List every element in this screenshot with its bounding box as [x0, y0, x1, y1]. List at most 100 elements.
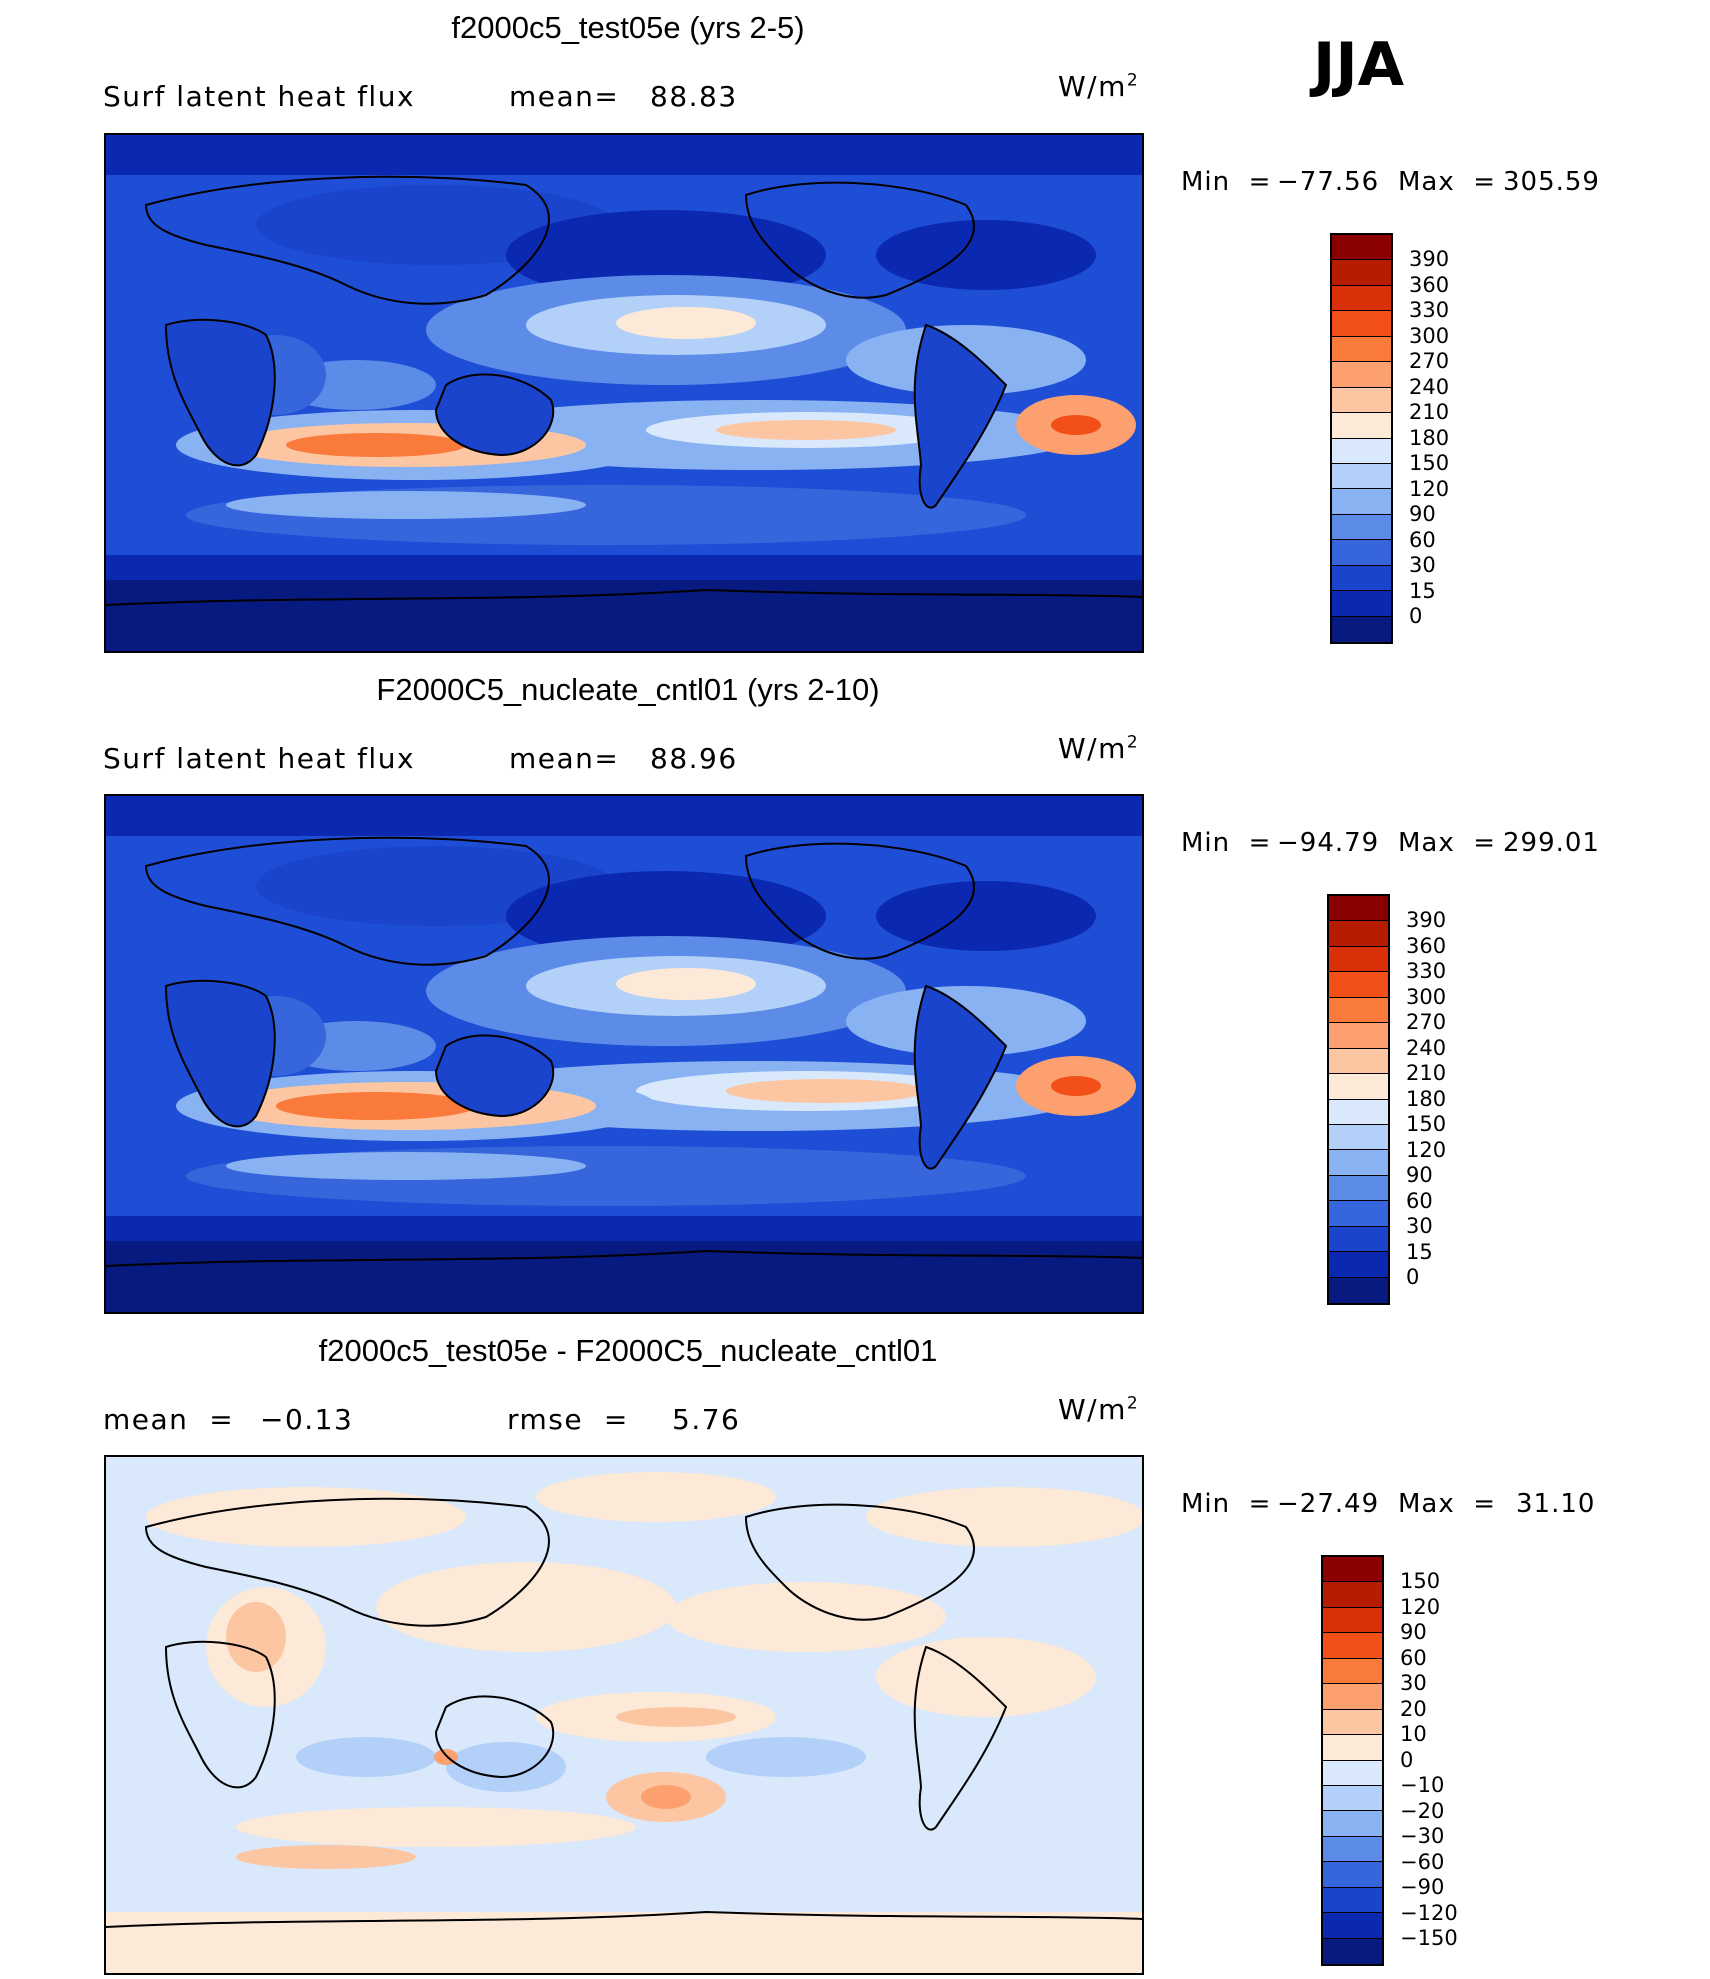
- colorbar-box: [1323, 1785, 1382, 1812]
- colorbar-label: 390: [1406, 908, 1447, 932]
- panel-1-mean-value: 88.83: [650, 80, 738, 113]
- colorbar-box: [1332, 413, 1391, 439]
- colorbar-label: −90: [1400, 1875, 1445, 1899]
- colorbar-box: [1332, 565, 1391, 592]
- colorbar-label: 60: [1409, 527, 1436, 552]
- panel-2-min-label: Min =: [1181, 828, 1272, 858]
- colorbar-box: [1332, 438, 1391, 464]
- colorbar-label: 30: [1406, 1214, 1433, 1238]
- panel-1-map-field: [106, 135, 1142, 651]
- colorbar-label: 300: [1406, 984, 1447, 1009]
- colorbar-box: [1329, 997, 1388, 1024]
- colorbar-label: −10: [1400, 1773, 1445, 1797]
- colorbar-box: [1332, 311, 1391, 337]
- colorbar-label: 270: [1409, 349, 1450, 373]
- panel-3-title: f2000c5_test05e - F2000C5_nucleate_cntl0…: [318, 1333, 938, 1368]
- colorbar-box: [1323, 1862, 1382, 1888]
- panel-3-rmse-label: rmse =: [507, 1403, 629, 1436]
- colorbar-label: 0: [1409, 604, 1423, 628]
- panel-3-map: [104, 1455, 1144, 1975]
- panel-3-mean-label: mean =: [103, 1403, 235, 1436]
- colorbar-label: −30: [1400, 1824, 1445, 1848]
- colorbar-label: 360: [1409, 272, 1450, 297]
- panel-1-colorbar-labels: 390 360 330 300 270 240 210 180 150 120 90 60 30 15 0: [1409, 247, 1449, 630]
- colorbar-label: 210: [1409, 400, 1450, 424]
- colorbar-box: [1329, 921, 1388, 947]
- colorbar-box: [1329, 972, 1388, 998]
- colorbar-box: [1329, 1175, 1388, 1202]
- colorbar-label: 30: [1400, 1671, 1427, 1695]
- panel-1-min-value: −77.56: [1277, 167, 1380, 197]
- panel-2-mean-label: mean=: [509, 742, 620, 775]
- colorbar-box: [1332, 540, 1391, 566]
- panel-1-variable-label: Surf latent heat flux: [103, 80, 416, 113]
- season-label: JJA: [1313, 30, 1405, 100]
- colorbar-label: 120: [1406, 1137, 1447, 1162]
- panel-3-colorbar: [1321, 1555, 1384, 1966]
- panel-2-colorbar: [1327, 894, 1390, 1305]
- colorbar-box: [1323, 1557, 1382, 1583]
- colorbar-box: [1332, 285, 1391, 312]
- panel-3-colorbar-labels: 150 120 90 60 30 20 10 0 −10 −20 −30 −60 −90 −120 −150: [1400, 1569, 1458, 1952]
- colorbar-label: 10: [1400, 1722, 1427, 1746]
- colorbar-box: [1323, 1582, 1382, 1608]
- colorbar-label: 390: [1409, 247, 1450, 271]
- colorbar-label: 120: [1400, 1594, 1441, 1619]
- panel-2-min-value: −94.79: [1277, 828, 1380, 858]
- colorbar-box: [1332, 489, 1391, 515]
- panel-1-min-label: Min =: [1181, 167, 1272, 197]
- panel-1-title: f2000c5_test05e (yrs 2-5): [451, 10, 805, 45]
- colorbar-label: 210: [1406, 1061, 1447, 1085]
- colorbar-box: [1329, 1226, 1388, 1253]
- panel-2-max-value: 299.01: [1503, 828, 1600, 858]
- colorbar-box: [1332, 260, 1391, 286]
- colorbar-label: 20: [1400, 1696, 1427, 1721]
- panel-2-mean-value: 88.96: [650, 742, 738, 775]
- panel-3-rmse-value: 5.76: [672, 1403, 741, 1436]
- colorbar-box: [1332, 514, 1391, 541]
- colorbar-box: [1329, 1074, 1388, 1100]
- panel-3-mean-value: −0.13: [260, 1403, 354, 1436]
- colorbar-label: 360: [1406, 933, 1447, 958]
- colorbar-box: [1329, 896, 1388, 922]
- colorbar-box: [1332, 336, 1391, 363]
- panel-3-max-value: 31.10: [1516, 1489, 1596, 1519]
- panel-2-title: F2000C5_nucleate_cntl01 (yrs 2-10): [376, 672, 880, 707]
- panel-3-min-value: −27.49: [1277, 1489, 1380, 1519]
- colorbar-box: [1329, 1099, 1388, 1125]
- panel-2-units: W/m2: [1058, 732, 1140, 765]
- colorbar-label: 30: [1409, 553, 1436, 577]
- colorbar-box: [1332, 616, 1391, 642]
- colorbar-label: −120: [1400, 1900, 1458, 1925]
- colorbar-box: [1323, 1811, 1382, 1837]
- panel-2-map-field: [106, 796, 1142, 1312]
- panel-3-units: W/m2: [1058, 1393, 1140, 1426]
- colorbar-box: [1332, 235, 1391, 261]
- colorbar-box: [1323, 1735, 1382, 1761]
- colorbar-label: 90: [1400, 1620, 1427, 1644]
- colorbar-label: −20: [1400, 1798, 1445, 1823]
- colorbar-box: [1323, 1836, 1382, 1863]
- colorbar-box: [1323, 1684, 1382, 1710]
- colorbar-label: 150: [1409, 451, 1450, 475]
- panel-3-min-label: Min =: [1181, 1489, 1272, 1519]
- colorbar-box: [1329, 1023, 1388, 1049]
- panel-3-max-label: Max =: [1398, 1489, 1497, 1519]
- colorbar-label: 300: [1409, 323, 1450, 348]
- colorbar-box: [1323, 1760, 1382, 1786]
- colorbar-box: [1329, 1277, 1388, 1303]
- colorbar-label: 0: [1400, 1747, 1414, 1772]
- colorbar-label: −150: [1400, 1926, 1458, 1950]
- colorbar-box: [1332, 362, 1391, 388]
- colorbar-box: [1329, 1150, 1388, 1176]
- colorbar-label: 330: [1406, 959, 1447, 983]
- colorbar-box: [1323, 1887, 1382, 1914]
- colorbar-label: 90: [1409, 502, 1436, 526]
- colorbar-box: [1329, 1048, 1388, 1075]
- colorbar-box: [1332, 463, 1391, 490]
- colorbar-box: [1332, 387, 1391, 414]
- colorbar-label: 60: [1400, 1645, 1427, 1670]
- colorbar-label: 330: [1409, 298, 1450, 322]
- colorbar-box: [1329, 1124, 1388, 1151]
- colorbar-label: 90: [1406, 1163, 1433, 1187]
